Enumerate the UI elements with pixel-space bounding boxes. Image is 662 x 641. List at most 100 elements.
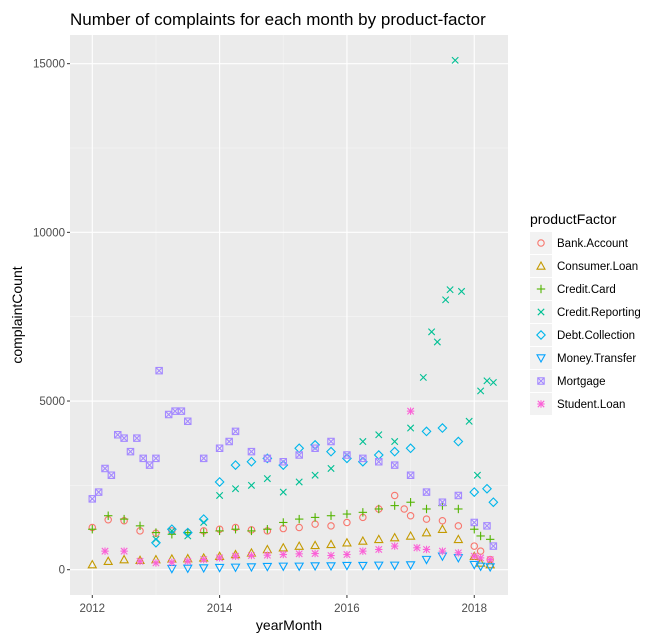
data-point [357,561,368,571]
data-point [413,544,421,552]
data-point [359,547,367,555]
data-point [483,522,491,530]
data-point [465,417,473,425]
data-point [389,532,400,542]
data-point [182,527,193,538]
series-credit-reporting [152,56,497,543]
data-point [470,525,479,534]
data-point [215,444,224,453]
data-point [295,523,303,532]
data-point [199,528,208,537]
data-point [475,562,486,572]
data-point [469,487,480,498]
data-point [438,498,447,506]
data-point [215,526,224,536]
data-point [421,426,432,437]
data-point [375,545,383,554]
data-point [326,511,336,520]
data-point [489,542,498,550]
legend-item: Debt.Collection [530,324,635,346]
data-point [263,551,272,559]
legend-marker [537,239,545,247]
data-point [120,547,128,555]
data-point [214,477,225,487]
data-point [311,549,319,558]
data-point [422,488,431,496]
legend-item: Student.Loan [530,393,625,415]
data-point [279,550,287,559]
legend-key [530,232,552,254]
data-point [453,534,464,544]
data-point [422,504,431,514]
data-point [126,447,135,456]
legend-label: Student.Loan [557,399,625,411]
data-point [422,515,431,523]
data-point [247,526,256,536]
legend-item: Credit.Card [530,278,616,300]
data-point [310,540,321,550]
legend-label: Credit.Card [557,284,616,296]
data-point [139,454,147,463]
data-point [442,296,450,304]
legend-label: Consumer.Loan [557,261,638,273]
data-point [231,427,240,436]
data-point [294,514,304,524]
data-point [294,562,305,572]
data-point [485,563,496,573]
data-point [279,488,287,496]
x-axis-title: yearMonth [256,617,322,633]
data-point [482,483,492,494]
data-point [342,509,352,519]
data-point [326,562,336,572]
data-point [230,460,241,471]
data-point [469,560,480,570]
data-point [326,539,336,549]
data-point [457,287,466,295]
plot-panel [70,35,508,595]
data-point [485,535,495,544]
data-point [421,555,432,565]
data-point [263,525,272,534]
data-point [247,481,256,489]
data-point [133,434,141,442]
data-point [279,457,288,466]
data-point [438,547,447,555]
data-point [182,564,193,574]
data-point [230,563,241,573]
data-point [437,423,448,433]
data-point [373,561,384,571]
y-tick-label: 0 [59,565,65,577]
data-point [150,537,161,548]
data-point [152,454,160,463]
data-point [470,542,479,550]
x-tick-label: 2016 [334,603,360,615]
data-point [295,478,303,486]
data-point [454,522,463,530]
data-point [119,514,129,524]
data-point [107,471,116,479]
x-tick-label: 2012 [79,603,105,615]
legend-label: Credit.Reporting [557,307,641,319]
data-point [341,561,352,571]
data-point [198,564,209,574]
data-point [406,471,415,479]
data-point [199,555,208,564]
data-point [215,554,224,562]
data-point [470,552,478,560]
x-tick-label: 2018 [461,603,487,615]
data-point [433,338,441,346]
data-point [262,562,273,572]
data-point [341,537,352,547]
legend-marker [537,377,545,385]
y-tick-label: 10000 [33,227,65,239]
y-axis: 0 5000 10000 15000 [33,59,70,577]
data-point [343,550,351,559]
data-point [101,464,109,473]
legend-marker [536,354,546,364]
data-point [454,504,463,514]
data-point [391,437,399,446]
data-point [168,558,176,566]
data-point [231,552,240,560]
data-point [177,407,186,415]
data-point [184,417,192,426]
